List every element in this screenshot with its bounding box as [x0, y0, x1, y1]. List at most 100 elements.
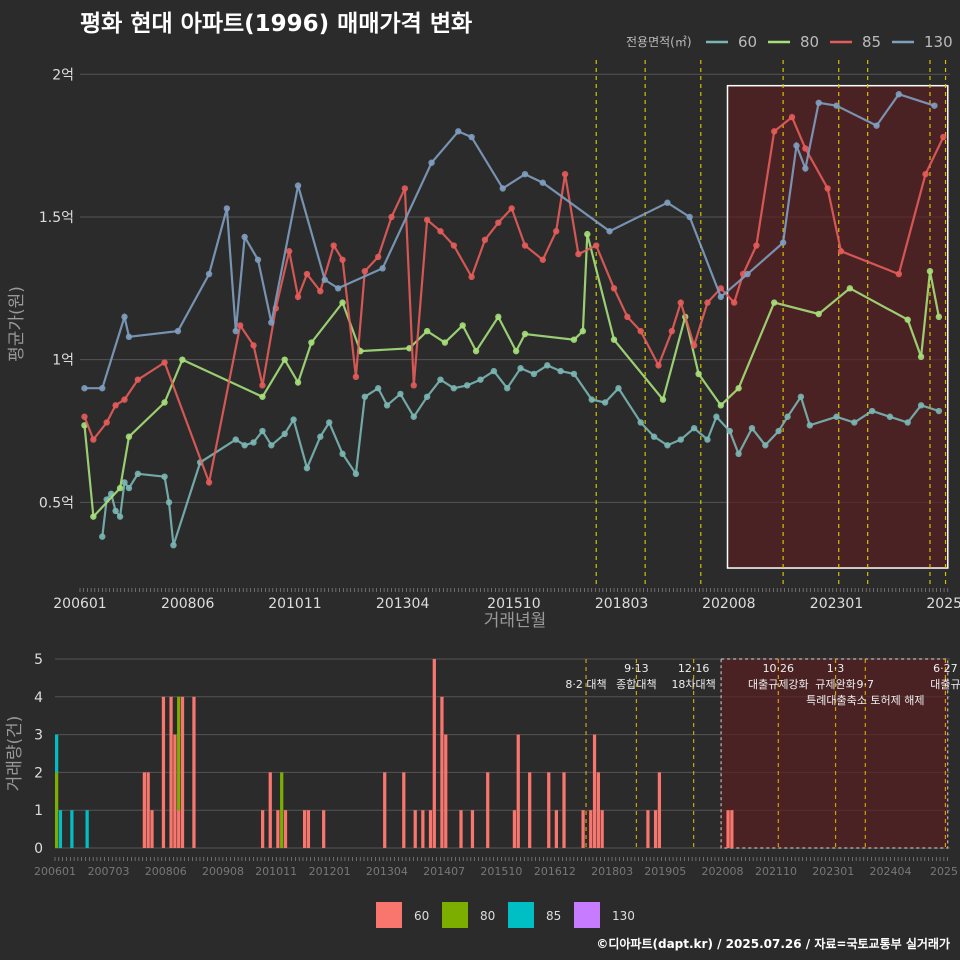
data-point-85 — [753, 242, 760, 249]
data-point-60 — [504, 385, 511, 392]
data-point-60 — [232, 436, 239, 443]
bar-segment-60 — [146, 772, 150, 848]
y-tick-label: 2억 — [52, 67, 74, 83]
data-point-80 — [717, 402, 725, 409]
data-point-130 — [664, 199, 671, 206]
x-tick-label: 201011 — [268, 596, 321, 612]
data-point-85 — [339, 256, 346, 263]
data-point-85 — [352, 373, 360, 380]
data-point-85 — [410, 382, 417, 389]
bar-x-tick-label: 201407 — [423, 865, 465, 878]
series-line-130 — [84, 92, 935, 390]
bar-segment-80 — [177, 696, 181, 811]
bar-segment-80 — [55, 772, 59, 848]
bar-x-tick-label: 201304 — [366, 865, 408, 878]
bar-segment-60 — [322, 810, 326, 848]
bar-legend-label: 60 — [414, 909, 429, 923]
data-point-85 — [161, 359, 168, 366]
data-point-60 — [806, 422, 814, 429]
data-point-60 — [588, 396, 595, 403]
data-point-60 — [650, 433, 658, 440]
bar-y-axis-title: 거래량(건) — [5, 716, 25, 792]
data-point-60 — [361, 393, 369, 400]
data-point-80 — [339, 299, 346, 306]
bar-segment-60 — [581, 810, 585, 848]
highlight-region — [726, 84, 949, 569]
data-point-60 — [116, 513, 124, 520]
data-point-80 — [610, 336, 618, 343]
data-point-60 — [797, 393, 805, 400]
data-point-60 — [112, 507, 119, 515]
bar-legend-label: 85 — [546, 909, 561, 923]
bar-y-tick-label: 1 — [34, 803, 43, 819]
bar-segment-60 — [547, 772, 551, 848]
x-tick-label: 201510 — [487, 596, 540, 612]
data-point-60 — [352, 470, 360, 478]
data-point-130 — [895, 91, 903, 98]
data-point-80 — [281, 356, 288, 363]
data-point-130 — [779, 239, 787, 246]
data-point-80 — [846, 285, 854, 292]
data-point-85 — [481, 236, 489, 244]
policy-annotation: 규제완화 — [815, 678, 855, 691]
data-point-80 — [659, 396, 667, 403]
bar-legend-label: 80 — [480, 909, 495, 923]
bar-segment-60 — [459, 810, 463, 848]
data-point-60 — [259, 427, 266, 435]
data-point-85 — [388, 213, 395, 221]
data-point-85 — [802, 145, 809, 152]
data-point-130 — [815, 99, 822, 107]
data-point-130 — [125, 333, 133, 341]
bar-segment-60 — [276, 810, 280, 848]
data-point-85 — [730, 299, 738, 306]
bar-segment-85 — [70, 810, 74, 848]
data-point-85 — [508, 205, 515, 212]
bar-x-tick-label: 200601 — [34, 865, 76, 878]
data-point-85 — [259, 382, 266, 389]
policy-annotation: 9·7 — [857, 678, 875, 691]
data-point-85 — [637, 327, 644, 335]
data-point-80 — [904, 316, 911, 323]
legend-label: 130 — [924, 33, 953, 51]
bar-segment-60 — [554, 810, 559, 848]
data-point-60 — [463, 382, 471, 389]
data-point-85 — [361, 268, 369, 275]
data-point-60 — [374, 385, 382, 392]
bar-x-tick-label: 200703 — [88, 865, 130, 878]
bar-x-tick-label: 202301 — [812, 865, 854, 878]
bar-x-tick-label: 201803 — [591, 865, 633, 878]
data-point-60 — [726, 427, 733, 435]
data-point-130 — [294, 182, 302, 189]
data-point-60 — [748, 424, 756, 432]
data-point-130 — [334, 285, 342, 292]
bar-segment-85 — [58, 810, 63, 848]
data-point-60 — [268, 442, 275, 449]
data-point-130 — [99, 385, 106, 392]
policy-annotation: 특례대출축소 토허제 해제 — [806, 693, 924, 707]
bar-segment-60 — [516, 734, 520, 848]
data-point-85 — [610, 285, 618, 292]
data-point-85 — [704, 299, 711, 306]
data-point-130 — [379, 265, 386, 272]
data-point-130 — [744, 270, 751, 278]
bar-segment-60 — [302, 810, 307, 848]
bar-segment-60 — [150, 810, 154, 848]
data-point-60 — [134, 470, 142, 478]
data-point-85 — [90, 436, 97, 443]
series-line-80 — [83, 233, 940, 520]
data-point-130 — [205, 270, 213, 278]
data-point-60 — [615, 385, 622, 392]
data-point-85 — [103, 419, 110, 426]
data-point-85 — [895, 270, 903, 278]
bar-segment-60 — [283, 810, 288, 848]
data-point-80 — [179, 356, 186, 363]
data-point-80 — [570, 336, 578, 343]
data-point-60 — [326, 419, 333, 426]
data-point-60 — [664, 442, 671, 449]
bar-segment-60 — [306, 810, 311, 848]
bar-segment-60 — [383, 772, 387, 848]
bar-legend-label: 130 — [612, 909, 635, 923]
data-point-80 — [815, 310, 822, 318]
data-point-130 — [686, 213, 693, 221]
bar-x-tick-label: 202110 — [755, 865, 797, 878]
